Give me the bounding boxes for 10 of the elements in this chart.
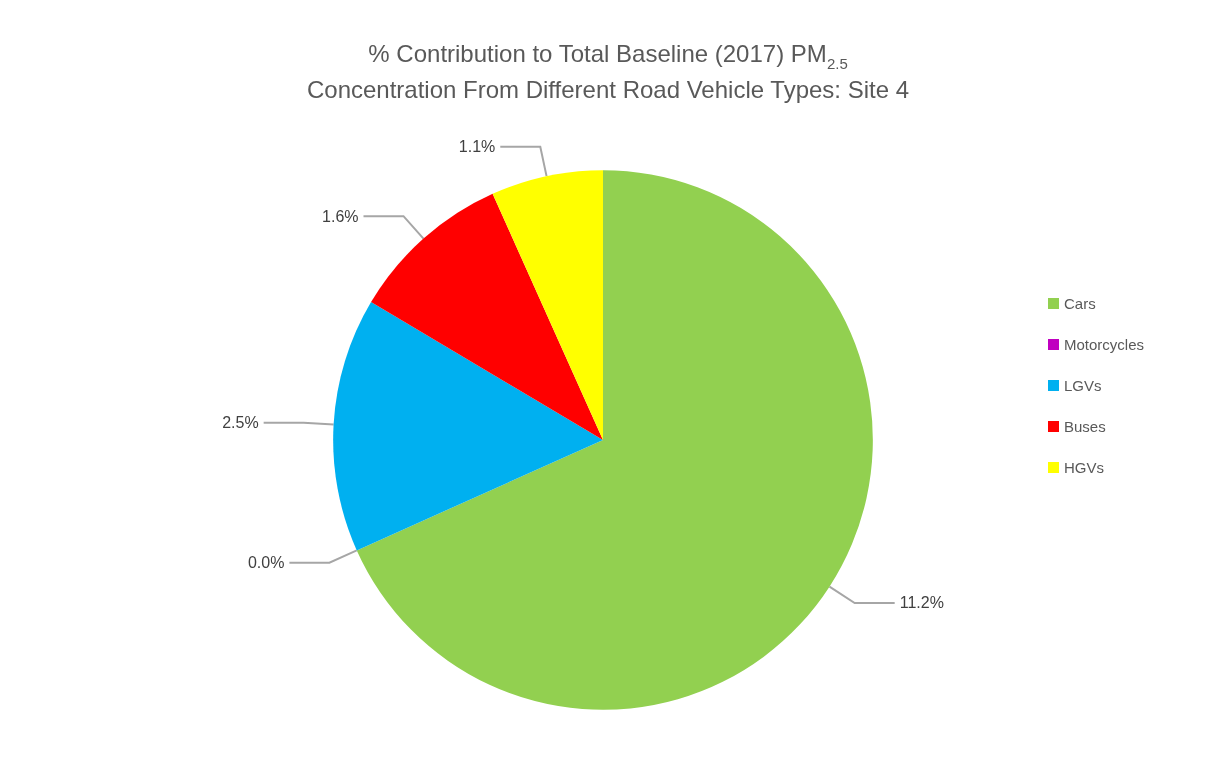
legend-label: HGVs xyxy=(1063,459,1104,476)
legend-label: LGVs xyxy=(1063,377,1102,394)
legend-label: Buses xyxy=(1063,418,1106,435)
legend-label: Motorcycles xyxy=(1063,336,1145,353)
data-label: 2.5% xyxy=(222,414,259,432)
data-label: 1.1% xyxy=(458,138,496,156)
legend-label: Cars xyxy=(1063,295,1096,312)
text: 0.0% xyxy=(247,554,285,572)
data-label: 1.6% xyxy=(322,207,359,225)
data-label: 11.2% xyxy=(899,594,944,612)
